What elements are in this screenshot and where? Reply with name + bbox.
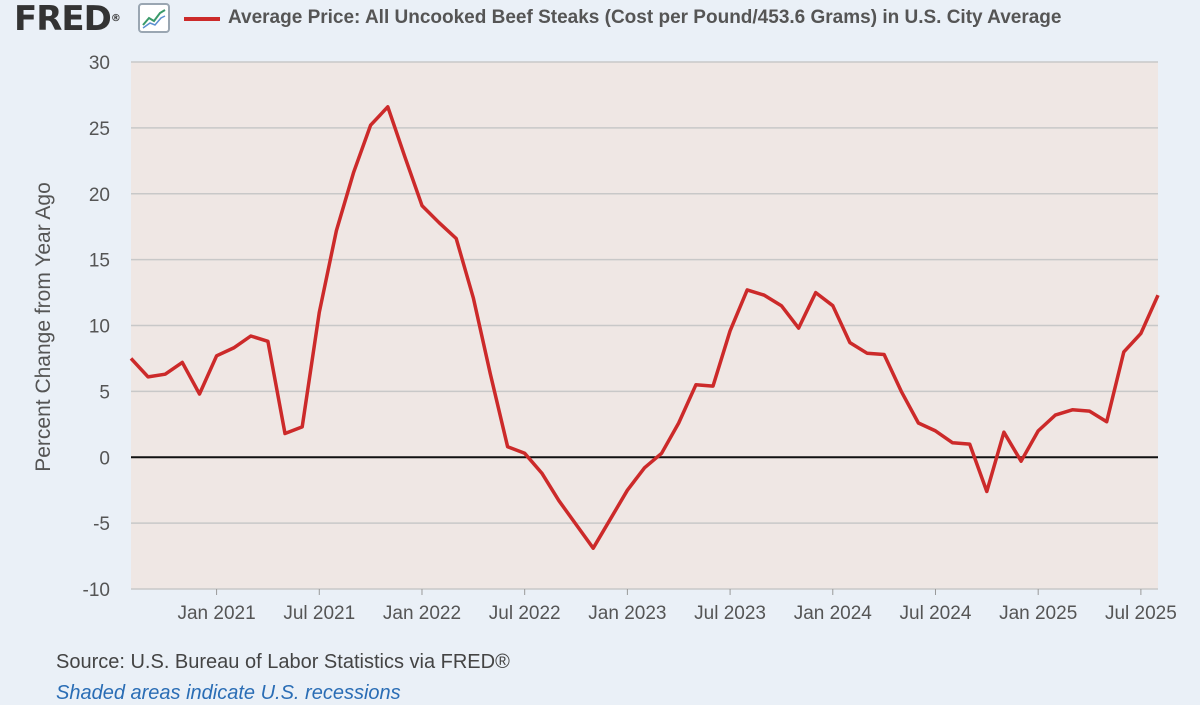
x-tick-label: Jul 2025 [1105,603,1177,624]
source-note: Source: U.S. Bureau of Labor Statistics … [56,651,510,673]
y-tick-label: 15 [89,251,110,272]
x-tick-label: Jan 2023 [588,603,666,624]
y-tick-label: 25 [89,119,110,140]
x-tick-label: Jul 2024 [900,603,972,624]
x-tick-label: Jan 2022 [383,603,461,624]
x-tick-labels: Jan 2021 Jul 2021 Jan 2022 Jul 2022 Jan 2023… [177,589,1177,624]
chart-line-icon[interactable] [138,3,170,33]
y-axis-label: Percent Change from Year Ago [32,182,55,472]
x-tick-label: Jan 2024 [794,603,873,624]
y-tick-labels: 30 25 20 15 10 5 0 -5 -10 [83,53,110,601]
y-tick-label: -5 [93,514,110,535]
y-tick-label: 0 [99,448,110,469]
y-tick-label: 5 [99,382,110,403]
logo-text: FRED [14,0,112,39]
y-tick-label: 30 [89,53,110,74]
x-tick-label: Jan 2025 [999,603,1077,624]
x-tick-label: Jul 2022 [489,603,561,624]
series-line [129,105,1160,550]
recession-shade-note[interactable]: Shaded areas indicate U.S. recessions [56,682,401,704]
legend-label: Average Price: All Uncooked Beef Steaks … [228,7,1062,28]
y-tick-label: 20 [89,185,110,206]
logo-mark: ® [110,13,121,24]
chart-line-icon-graphic [142,9,166,29]
chart-header: FRED® Average Price: All Uncooked Beef S… [0,0,1200,40]
x-tick-label: Jul 2021 [283,603,355,624]
legend-swatch [184,17,220,21]
y-tick-label: 10 [89,317,110,338]
fred-logo[interactable]: FRED® [14,0,121,39]
y-tick-label: -10 [83,580,110,601]
x-tick-label: Jul 2023 [694,603,766,624]
x-tick-label: Jan 2021 [177,603,255,624]
